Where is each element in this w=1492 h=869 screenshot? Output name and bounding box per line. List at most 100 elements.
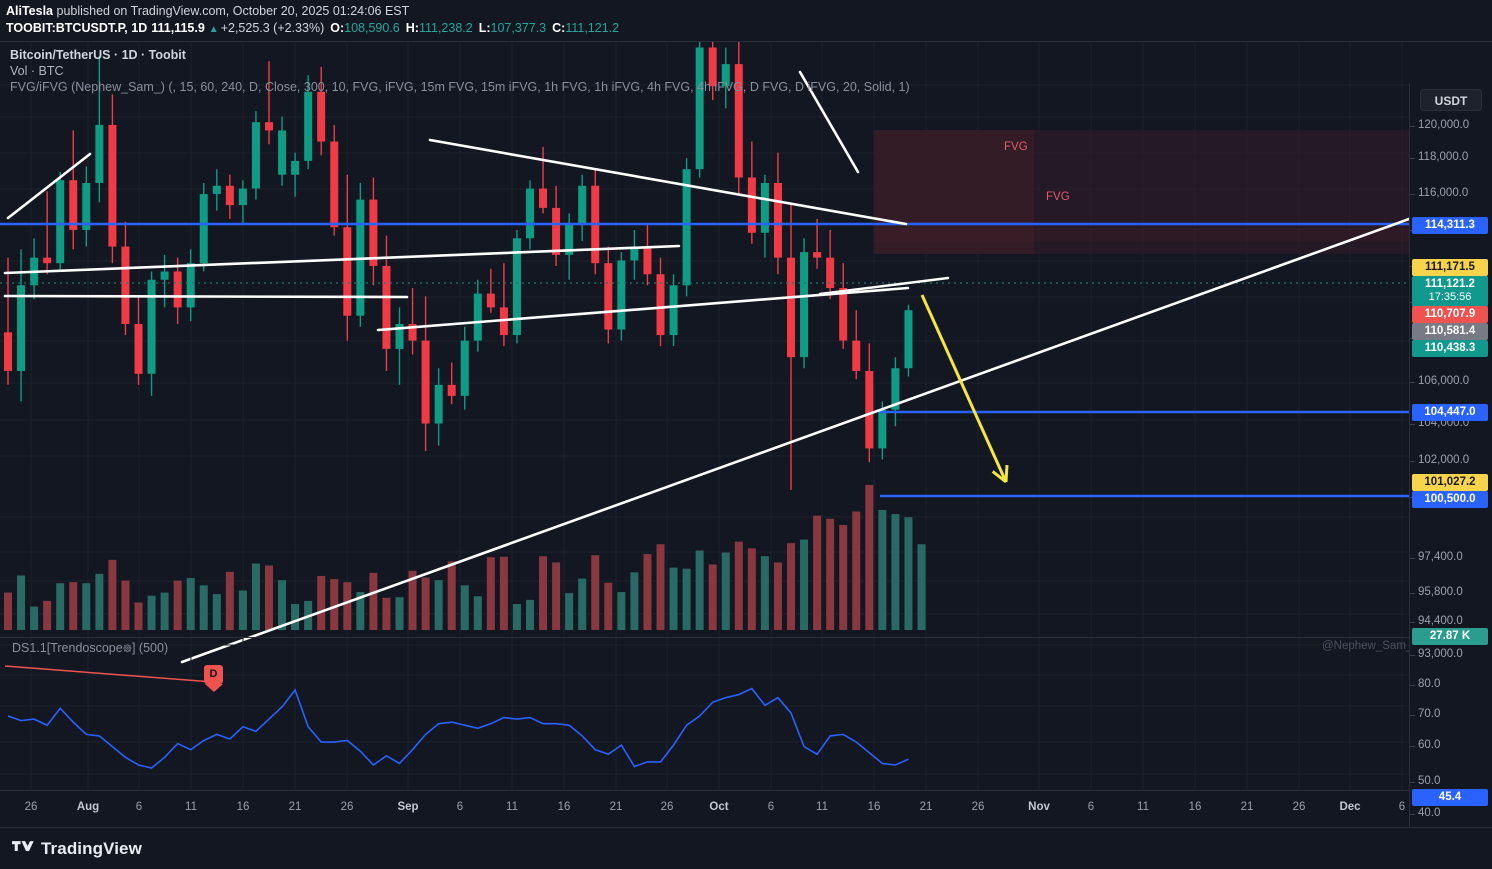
time-axis[interactable]: 26 Aug 6 11 16 21 26 Sep 6 11 16 21 26 Oct 6 11 16 21 26 No… (0, 790, 1409, 828)
chart-panes[interactable]: Bitcoin/TetherUS · 1D · Toobit Vol · BTC… (0, 42, 1409, 828)
price-axis-tick: 40.0 (1418, 807, 1441, 819)
currency-badge[interactable]: USDT (1420, 89, 1482, 111)
time-axis-tick: Sep (397, 801, 419, 813)
price-axis-value-badge[interactable]: 110,581.4 (1412, 323, 1488, 340)
price-axis-tick: 102,000.0 (1418, 454, 1470, 466)
author-watermark: @Nephew_Sam_ (1322, 640, 1409, 652)
time-axis-tick: 6 (767, 801, 775, 813)
published-meta: published on TradingView.com, October 20… (53, 4, 410, 18)
price-axis-tick: 70.0 (1418, 708, 1441, 720)
axis-tick-mark (1410, 715, 1415, 716)
price-axis-value: 110,707.9 (1424, 308, 1476, 320)
axis-tick-mark (1410, 622, 1415, 623)
time-axis-tick: 6 (1087, 801, 1095, 813)
price-axis-tick: 97,400.0 (1418, 551, 1463, 563)
price-axis[interactable]: USDT 120,000.0118,000.0116,000.0114,000.… (1409, 83, 1492, 869)
footer-bar: TradingView (0, 827, 1492, 869)
price-axis-value: 104,447.0 (1424, 406, 1476, 418)
time-axis-tick: Nov (1028, 801, 1050, 813)
low-value: 107,377.3 (490, 21, 547, 35)
price-axis-tick: 93,000.0 (1418, 648, 1463, 660)
time-axis-tick: 6 (456, 801, 464, 813)
price-axis-value: 27.87 K (1429, 630, 1471, 642)
time-axis-tick: 6 (1398, 801, 1406, 813)
chart-frame: Bitcoin/TetherUS · 1D · Toobit Vol · BTC… (0, 41, 1492, 869)
axis-tick-mark (1410, 746, 1415, 747)
time-axis-tick: 21 (919, 801, 933, 813)
time-axis-tick: 16 (1188, 801, 1202, 813)
oscillator-grid-layer (0, 638, 1409, 791)
last-price: 111,115.9 (151, 21, 205, 35)
divergence-flag-label: D (204, 665, 223, 684)
price-axis-value: 110,581.4 (1424, 325, 1476, 337)
volume-series (4, 485, 926, 630)
published-line: AliTesla published on TradingView.com, O… (6, 4, 1492, 18)
price-pane[interactable]: Bitcoin/TetherUS · 1D · Toobit Vol · BTC… (0, 42, 1409, 664)
price-axis-value: 101,027.2 (1424, 476, 1476, 488)
open-value: 108,590.6 (344, 21, 400, 35)
symbol-ticker[interactable]: TOOBIT:BTCUSDT.P, 1D (6, 21, 148, 35)
tradingview-logo[interactable]: TradingView (12, 839, 142, 859)
price-axis-tick: 118,000.0 (1418, 151, 1469, 163)
time-axis-tick: 16 (236, 801, 250, 813)
axis-tick-mark (1410, 685, 1415, 686)
axis-tick-mark (1410, 782, 1415, 783)
axis-tick-mark (1410, 558, 1415, 559)
price-axis-value-badge[interactable]: 100,500.0 (1412, 491, 1488, 508)
price-axis-tick: 50.0 (1418, 775, 1441, 787)
tradingview-wordmark: TradingView (41, 838, 142, 858)
high-key: H: (405, 21, 419, 35)
fvg-zone-label: FVG (1046, 191, 1070, 203)
axis-tick-mark (1410, 158, 1415, 159)
axis-tick-mark (1410, 424, 1415, 425)
oscillator-series (4, 665, 909, 769)
quote-line: TOOBIT:BTCUSDT.P, 1D 111,115.9 ▲ +2,525.3 (… (6, 21, 1492, 37)
time-axis-tick: Dec (1339, 801, 1361, 813)
close-key: C: (552, 21, 566, 35)
price-axis-tick: 106,000.0 (1418, 375, 1470, 387)
price-axis-value: 110,438.3 (1424, 342, 1476, 354)
price-axis-value-badge[interactable]: 111,121.2 17:35:56 (1412, 276, 1488, 307)
price-axis-value-badge[interactable]: 104,447.0 (1412, 404, 1488, 421)
divergence-flag-tip (204, 684, 223, 692)
price-axis-value-badge[interactable]: 111,171.5 (1412, 259, 1488, 276)
price-change: +2,525.3 (+2.33%) (220, 21, 325, 35)
price-axis-tick: 60.0 (1418, 739, 1441, 751)
time-axis-tick: 11 (1137, 801, 1149, 813)
time-axis-tick: 26 (1292, 801, 1306, 813)
price-axis-value-badge[interactable]: 101,027.2 (1412, 474, 1488, 491)
price-axis-value-badge[interactable]: 110,707.9 (1412, 306, 1488, 323)
divergence-flag: D (204, 665, 223, 692)
time-axis-tick: 21 (288, 801, 302, 813)
price-axis-value-badge[interactable]: 27.87 K (1412, 628, 1488, 645)
price-axis-value: 114,311.3 (1425, 219, 1475, 231)
time-axis-tick: 21 (609, 801, 623, 813)
price-axis-value: 100,500.0 (1424, 493, 1476, 505)
published-header: AliTesla published on TradingView.com, O… (0, 0, 1492, 41)
axis-tick-mark (1410, 461, 1415, 462)
close-value: 111,121.2 (565, 21, 620, 35)
time-axis-tick: 16 (557, 801, 571, 813)
open-key: O: (330, 21, 345, 35)
time-axis-tick: 21 (1240, 801, 1254, 813)
oscillator-pane[interactable]: DS1.1[Trendoscope᪥] (500) D (0, 637, 1409, 791)
axis-tick-mark (1410, 126, 1415, 127)
up-triangle-icon: ▲ (208, 24, 219, 35)
axis-tick-mark (1410, 814, 1415, 815)
axis-tick-mark (1410, 194, 1415, 195)
time-axis-tick: Aug (76, 801, 100, 813)
time-axis-tick: 11 (506, 801, 518, 813)
price-axis-value-badge[interactable]: 114,311.3 (1412, 217, 1488, 234)
price-axis-value-badge[interactable]: 45.4 (1412, 789, 1488, 806)
price-axis-value: 111,121.2 (1425, 278, 1475, 290)
price-axis-tick: 95,800.0 (1418, 586, 1463, 598)
time-axis-tick: Oct (709, 801, 729, 813)
price-axis-value-badge[interactable]: 110,438.3 (1412, 340, 1488, 357)
low-key: L: (478, 21, 491, 35)
price-axis-tick: 116,000.0 (1418, 187, 1469, 199)
candlestick-series (4, 42, 913, 490)
price-axis-tick: 80.0 (1418, 678, 1441, 690)
tradingview-logo-icon (12, 841, 34, 851)
drawings-layer[interactable] (0, 42, 1409, 664)
